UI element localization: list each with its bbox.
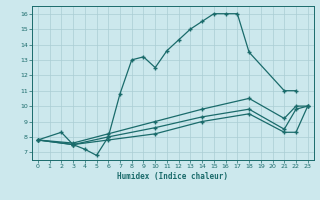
X-axis label: Humidex (Indice chaleur): Humidex (Indice chaleur) xyxy=(117,172,228,181)
